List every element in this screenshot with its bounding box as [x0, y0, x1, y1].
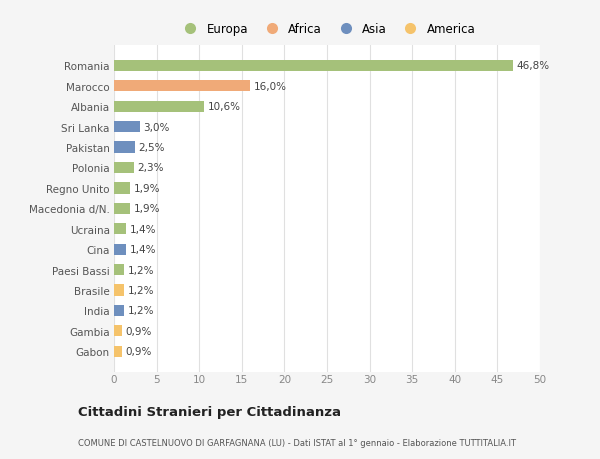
Text: 1,4%: 1,4%	[130, 245, 156, 255]
Text: 1,2%: 1,2%	[128, 306, 154, 316]
Bar	[114, 142, 136, 153]
Text: 2,3%: 2,3%	[137, 163, 164, 173]
Bar	[114, 183, 130, 194]
Text: 1,2%: 1,2%	[128, 285, 154, 295]
Bar	[114, 61, 513, 72]
Text: 0,9%: 0,9%	[125, 347, 151, 356]
Text: 10,6%: 10,6%	[208, 102, 241, 112]
Bar	[114, 285, 124, 296]
Text: 1,4%: 1,4%	[130, 224, 156, 234]
Bar	[114, 224, 126, 235]
Bar	[114, 264, 124, 275]
Text: 1,9%: 1,9%	[134, 204, 160, 214]
Bar	[114, 101, 205, 112]
Text: 46,8%: 46,8%	[516, 62, 549, 71]
Text: 2,5%: 2,5%	[139, 143, 165, 153]
Bar	[114, 346, 122, 357]
Legend: Europa, Africa, Asia, America: Europa, Africa, Asia, America	[175, 19, 479, 39]
Text: 1,9%: 1,9%	[134, 184, 160, 194]
Text: COMUNE DI CASTELNUOVO DI GARFAGNANA (LU) - Dati ISTAT al 1° gennaio - Elaborazio: COMUNE DI CASTELNUOVO DI GARFAGNANA (LU)…	[78, 438, 516, 447]
Text: Cittadini Stranieri per Cittadinanza: Cittadini Stranieri per Cittadinanza	[78, 405, 341, 419]
Bar	[114, 81, 250, 92]
Bar	[114, 244, 126, 255]
Text: 3,0%: 3,0%	[143, 123, 169, 132]
Bar	[114, 305, 124, 316]
Text: 16,0%: 16,0%	[254, 82, 287, 92]
Text: 0,9%: 0,9%	[125, 326, 151, 336]
Text: 1,2%: 1,2%	[128, 265, 154, 275]
Bar	[114, 325, 122, 336]
Bar	[114, 203, 130, 214]
Bar	[114, 162, 134, 174]
Bar	[114, 122, 140, 133]
